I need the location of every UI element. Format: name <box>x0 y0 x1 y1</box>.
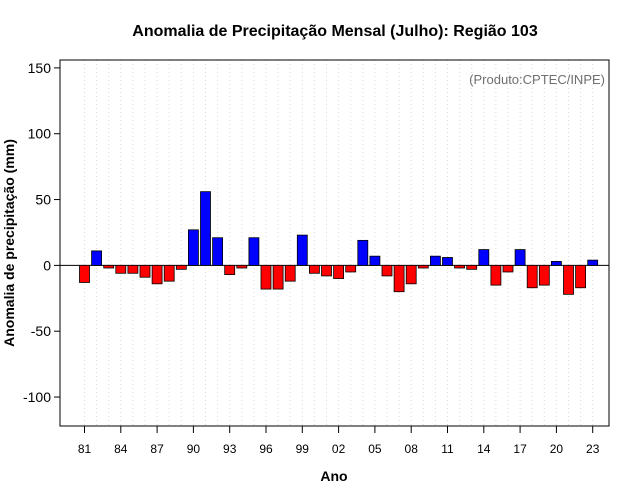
x-tick-label: 17 <box>513 442 527 456</box>
bar-2001 <box>321 264 332 277</box>
bar-2011 <box>442 257 453 266</box>
x-tick-label: 05 <box>368 442 382 456</box>
bar-1998 <box>284 264 296 282</box>
bar-1985 <box>127 264 139 274</box>
bar-2004 <box>357 239 369 266</box>
bar-1993 <box>224 264 236 275</box>
x-tick-label: 14 <box>477 442 491 456</box>
bar-2008 <box>405 264 417 285</box>
plot-frame <box>59 59 610 427</box>
bar-2005 <box>369 255 381 266</box>
bar-2018 <box>526 264 538 289</box>
bar-2012 <box>454 264 466 269</box>
x-tick-label: 81 <box>78 442 92 456</box>
bar-2021 <box>563 264 574 295</box>
bar-2010 <box>429 255 441 266</box>
bar-2022 <box>575 264 586 289</box>
bars <box>79 191 599 295</box>
bar-1988 <box>163 264 175 282</box>
x-tick-label: 23 <box>586 442 600 456</box>
y-tick-label: 100 <box>28 126 52 142</box>
x-tick-label: 90 <box>187 442 201 456</box>
source-annotation: (Produto:CPTEC/INPE) <box>469 72 605 87</box>
bar-2014 <box>478 249 490 266</box>
bar-1989 <box>175 264 187 270</box>
x-tick-label: 08 <box>405 442 419 456</box>
bar-2007 <box>393 264 405 293</box>
x-tick-label: 11 <box>441 442 454 456</box>
bar-2016 <box>502 264 514 273</box>
y-axis: 150 100 50 0 -50 -100 <box>23 60 60 405</box>
bar-1984 <box>115 264 127 274</box>
bar-2009 <box>417 264 429 269</box>
bar-1990 <box>187 229 199 266</box>
x-tick-label: 93 <box>223 442 237 456</box>
x-tick-label: 20 <box>550 442 564 456</box>
bar-1982 <box>91 250 102 266</box>
x-tick-label: 02 <box>332 442 346 456</box>
bar-2006 <box>381 264 393 277</box>
bar-1999 <box>296 234 308 266</box>
x-tick-label: 96 <box>259 442 273 456</box>
x-axis-label: Ano <box>320 468 347 484</box>
bar-1994 <box>236 264 248 269</box>
bar-1997 <box>272 264 284 290</box>
grid-lines <box>84 60 594 426</box>
bar-2019 <box>538 264 550 286</box>
y-tick-label: 50 <box>35 192 51 208</box>
bar-2013 <box>466 264 478 270</box>
y-tick-label: -50 <box>31 323 51 339</box>
y-tick-label: 150 <box>28 60 52 76</box>
bar-2015 <box>490 264 502 286</box>
bar-1981 <box>79 264 90 283</box>
chart-title: Anomalia de Precipitação Mensal (Julho):… <box>132 23 538 40</box>
bar-1991 <box>200 191 211 266</box>
x-tick-label: 84 <box>114 442 128 456</box>
bar-1996 <box>260 264 272 290</box>
bar-2003 <box>345 264 357 273</box>
bar-1992 <box>212 237 224 266</box>
bar-2000 <box>308 264 320 274</box>
bar-1983 <box>103 264 115 269</box>
y-tick-label: -100 <box>23 389 51 405</box>
y-axis-label: Anomalia de precipitação (mm) <box>1 139 17 347</box>
bar-1987 <box>151 264 163 285</box>
bar-2002 <box>333 264 345 279</box>
bar-1995 <box>248 237 260 266</box>
bar-2020 <box>551 261 562 266</box>
y-tick-label: 0 <box>43 257 51 273</box>
bar-2017 <box>514 249 526 266</box>
bar-1986 <box>139 264 151 278</box>
x-tick-label: 87 <box>150 442 164 456</box>
x-axis: 81 84 87 90 93 96 99 02 05 08 11 14 17 20 23 <box>78 426 600 456</box>
x-tick-label: 99 <box>296 442 310 456</box>
bar-2023 <box>587 259 599 266</box>
